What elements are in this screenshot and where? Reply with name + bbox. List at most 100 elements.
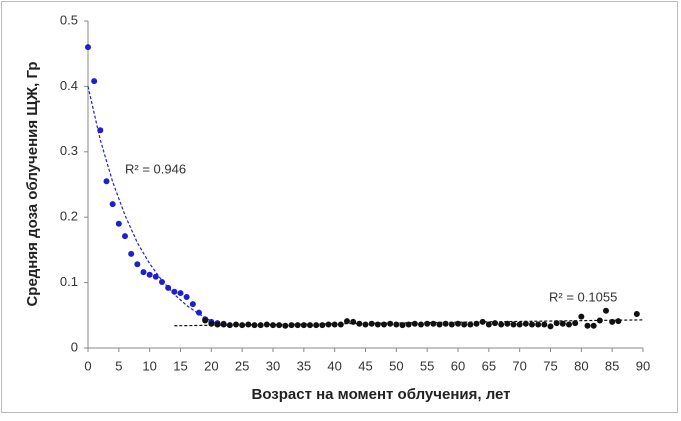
trendline-label: R² = 0.1055: [549, 289, 617, 304]
x-axis-title: Возраст на момент облучения, лет: [251, 386, 510, 403]
x-tick-label: 30: [266, 358, 280, 373]
point: [436, 321, 443, 328]
point: [467, 321, 474, 328]
point: [226, 322, 233, 329]
point: [374, 321, 381, 328]
point: [411, 320, 418, 327]
point: [294, 322, 301, 329]
x-tick-label: 60: [451, 358, 465, 373]
point: [430, 320, 437, 327]
point: [590, 322, 597, 329]
x-tick-label: 20: [204, 358, 218, 373]
point: [522, 320, 529, 327]
x-tick-label: 25: [235, 358, 249, 373]
point: [140, 269, 147, 276]
point: [171, 288, 178, 295]
point: [122, 233, 128, 240]
point: [103, 178, 110, 185]
point: [559, 320, 566, 327]
point: [547, 323, 554, 330]
x-tick-label: 75: [543, 358, 557, 373]
point: [516, 321, 523, 328]
point: [473, 320, 480, 327]
point: [504, 320, 511, 327]
point: [220, 321, 227, 328]
point: [319, 322, 326, 329]
point: [239, 322, 246, 329]
point: [387, 320, 394, 327]
point: [510, 321, 517, 328]
point: [603, 307, 609, 314]
point: [128, 250, 135, 257]
point: [424, 320, 431, 327]
point: [331, 321, 338, 328]
point: [189, 301, 196, 308]
point: [541, 321, 548, 328]
point: [609, 318, 616, 325]
point: [485, 321, 492, 328]
point: [202, 317, 209, 324]
point: [492, 320, 498, 327]
point: [233, 321, 239, 328]
point: [405, 321, 412, 328]
point: [270, 322, 276, 329]
x-tick-label: 15: [173, 358, 187, 373]
point: [152, 273, 159, 280]
x-tick-label: 85: [605, 358, 619, 373]
point: [257, 322, 264, 329]
y-axis-title: Средняя доза облучения ЩЖ, Гр: [24, 61, 41, 306]
point: [165, 284, 172, 291]
point: [300, 322, 307, 329]
point: [245, 321, 252, 328]
point: [159, 278, 165, 285]
x-tick-label: 90: [636, 358, 650, 373]
point: [350, 318, 357, 325]
point: [362, 321, 369, 328]
point: [566, 321, 572, 328]
point: [393, 321, 400, 328]
point: [344, 318, 350, 325]
x-tick-label: 40: [327, 358, 341, 373]
point: [418, 321, 424, 328]
y-tick-label: 0.1: [60, 274, 78, 289]
point: [325, 321, 332, 328]
point: [115, 220, 122, 227]
point: [251, 322, 258, 329]
point: [208, 320, 215, 327]
point: [91, 78, 98, 85]
point: [288, 322, 295, 329]
point: [282, 322, 289, 329]
point: [535, 321, 542, 328]
x-tick-label: 5: [115, 358, 122, 373]
point: [263, 321, 270, 328]
point: [399, 322, 406, 329]
point: [196, 309, 202, 316]
point: [337, 321, 344, 328]
x-tick-label: 10: [142, 358, 156, 373]
point: [461, 321, 468, 328]
point: [448, 321, 455, 328]
point: [529, 321, 535, 328]
x-tick-label: 0: [84, 358, 91, 373]
point: [442, 320, 449, 327]
point: [307, 322, 313, 329]
point: [381, 321, 387, 328]
point: [97, 127, 104, 134]
x-tick-label: 80: [574, 358, 588, 373]
point: [368, 320, 375, 327]
point: [313, 322, 320, 329]
x-tick-label: 35: [297, 358, 311, 373]
point: [584, 322, 591, 329]
point: [356, 320, 363, 327]
trendline: [87, 86, 224, 327]
y-tick-label: 0.5: [60, 12, 78, 27]
y-tick-label: 0.3: [60, 143, 78, 158]
point: [578, 313, 585, 320]
point: [615, 318, 622, 325]
point: [276, 322, 283, 329]
chart-frame: [1, 1, 678, 413]
point: [109, 201, 116, 208]
x-tick-label: 55: [420, 358, 434, 373]
point: [85, 44, 91, 51]
